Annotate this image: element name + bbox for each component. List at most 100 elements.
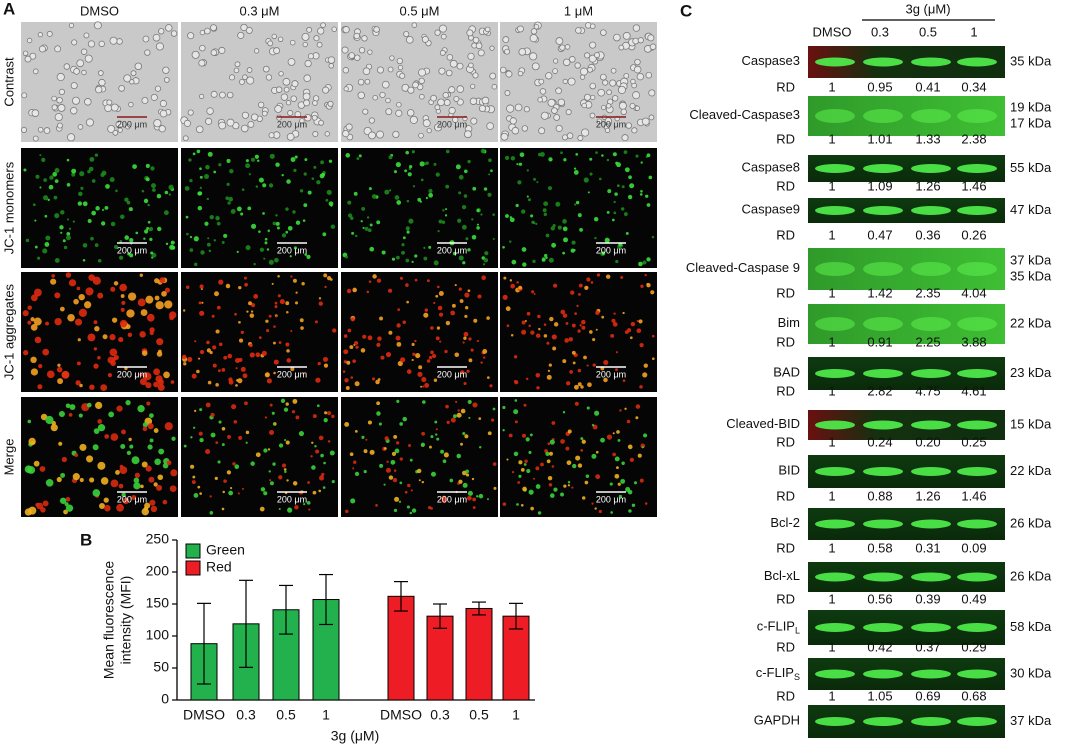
cell — [424, 382, 430, 388]
cell — [612, 322, 618, 327]
cell — [352, 467, 355, 470]
cell — [101, 221, 106, 226]
cell — [299, 118, 305, 124]
panel-label: A — [3, 0, 15, 18]
cell — [275, 86, 283, 93]
cell — [143, 198, 149, 204]
cell — [363, 470, 367, 474]
cell — [606, 434, 613, 440]
x-tick-label: DMSO — [183, 707, 225, 723]
cell — [327, 100, 334, 107]
cell — [557, 225, 562, 230]
rd-value: 1 — [828, 639, 835, 654]
cell — [442, 459, 447, 464]
cell — [353, 32, 360, 40]
panel-label: C — [680, 1, 692, 20]
cell — [273, 47, 281, 55]
cell — [364, 78, 371, 85]
cell — [553, 283, 558, 288]
cell — [101, 170, 107, 176]
cell — [290, 329, 293, 333]
band — [957, 164, 997, 173]
cell — [198, 357, 201, 360]
cell — [398, 500, 402, 503]
cell — [308, 508, 311, 511]
cell — [373, 26, 380, 33]
rd-label: RD — [776, 591, 795, 606]
cell — [294, 505, 299, 510]
cell — [509, 217, 515, 223]
micrograph: 200 μm — [341, 22, 498, 142]
cell — [30, 323, 38, 331]
cell — [621, 185, 625, 189]
rd-value: 1.05 — [867, 688, 892, 703]
lane-label: 0.5 — [919, 24, 937, 39]
cell — [209, 511, 214, 515]
cell — [399, 72, 406, 79]
cell — [343, 86, 349, 92]
cell — [260, 487, 266, 492]
cell — [189, 235, 193, 239]
cell — [594, 507, 597, 510]
cell — [477, 294, 482, 299]
cell — [555, 201, 561, 207]
cell — [537, 96, 543, 103]
cell — [187, 32, 195, 40]
cell — [634, 105, 640, 111]
cell — [354, 471, 360, 477]
molecular-weight: 58 kDa — [1010, 619, 1052, 634]
cell — [129, 238, 134, 243]
cell — [199, 29, 206, 36]
cell — [188, 158, 192, 162]
cell — [547, 369, 551, 372]
cell — [587, 382, 592, 388]
cell — [561, 134, 568, 141]
cell — [106, 99, 113, 106]
cell — [618, 44, 625, 51]
cell — [452, 414, 457, 419]
cell — [97, 70, 104, 76]
cell — [407, 86, 415, 94]
micrograph: 200 μm — [341, 272, 498, 392]
cell — [555, 87, 562, 95]
cell — [215, 441, 219, 445]
cell — [48, 184, 54, 190]
blot-name: Caspase3 — [741, 53, 800, 68]
cell — [318, 297, 322, 300]
cell — [128, 207, 133, 212]
cell — [116, 405, 123, 412]
cell — [207, 151, 213, 157]
cell — [218, 420, 222, 424]
cell — [251, 223, 257, 229]
cell — [500, 66, 507, 74]
cell — [637, 453, 642, 458]
band — [815, 57, 855, 67]
cell — [149, 413, 154, 419]
cell — [194, 262, 198, 267]
cell — [285, 230, 289, 234]
cell — [385, 467, 391, 473]
cell — [249, 343, 253, 348]
cell — [255, 452, 261, 458]
cell — [601, 154, 604, 157]
cell — [86, 402, 92, 408]
cell — [482, 349, 488, 354]
cell — [267, 448, 271, 451]
cell — [606, 210, 610, 214]
cell — [438, 67, 446, 75]
cell — [639, 343, 644, 348]
cell — [318, 435, 324, 441]
cell — [225, 283, 231, 289]
cell — [234, 312, 237, 316]
cell — [502, 36, 510, 44]
cell — [402, 416, 407, 422]
cell — [559, 44, 566, 51]
cell — [531, 290, 535, 294]
cell — [134, 472, 141, 478]
cell — [242, 373, 248, 379]
cell — [140, 309, 148, 316]
cell — [532, 259, 536, 264]
cell — [275, 315, 278, 318]
cell — [641, 446, 644, 449]
cell — [275, 162, 280, 167]
